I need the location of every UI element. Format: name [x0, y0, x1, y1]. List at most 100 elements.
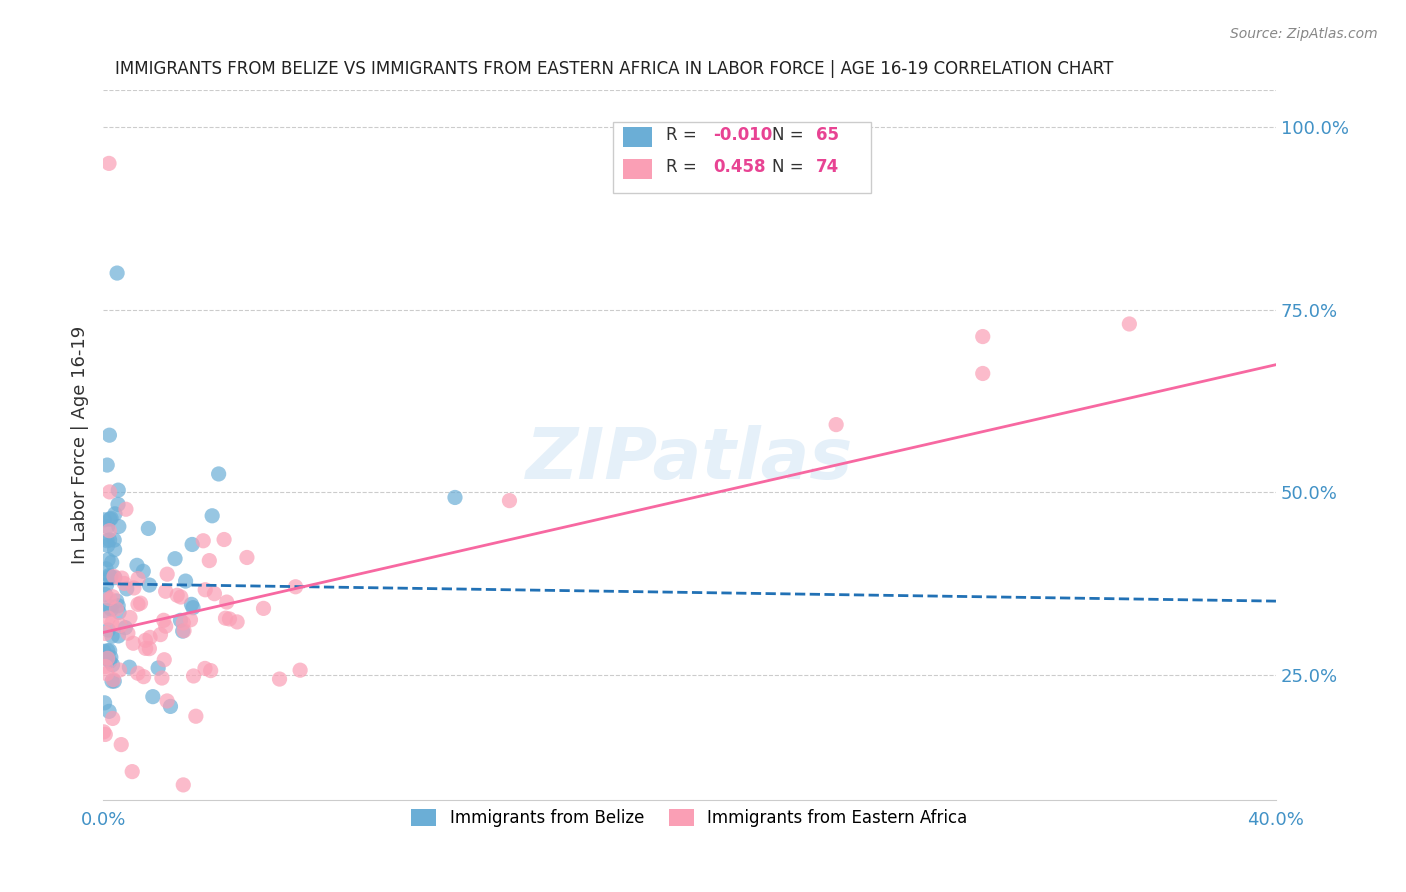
Immigrants from Belize — [98, 569, 121, 583]
Immigrants from Belize — [98, 705, 121, 719]
Immigrants from Eastern Africa — [152, 613, 174, 627]
Immigrants from Eastern Africa — [193, 533, 215, 548]
Text: R =: R = — [666, 126, 702, 144]
Immigrants from Eastern Africa — [200, 664, 222, 678]
Immigrants from Eastern Africa — [96, 666, 118, 681]
Legend: Immigrants from Belize, Immigrants from Eastern Africa: Immigrants from Belize, Immigrants from … — [405, 802, 974, 834]
Text: IMMIGRANTS FROM BELIZE VS IMMIGRANTS FROM EASTERN AFRICA IN LABOR FORCE | AGE 16: IMMIGRANTS FROM BELIZE VS IMMIGRANTS FRO… — [115, 60, 1114, 78]
Immigrants from Eastern Africa — [215, 595, 238, 609]
Immigrants from Eastern Africa — [101, 590, 124, 604]
Immigrants from Eastern Africa — [214, 611, 236, 625]
Immigrants from Eastern Africa — [108, 618, 131, 632]
Immigrants from Belize — [94, 604, 117, 618]
Immigrants from Eastern Africa — [172, 615, 194, 630]
Immigrants from Belize — [94, 587, 117, 601]
Immigrants from Belize — [97, 623, 120, 637]
Immigrants from Eastern Africa — [118, 610, 141, 624]
Immigrants from Belize — [208, 467, 231, 481]
Immigrants from Belize — [181, 600, 204, 615]
Immigrants from Eastern Africa — [226, 615, 249, 629]
Immigrants from Eastern Africa — [121, 764, 143, 779]
Immigrants from Eastern Africa — [134, 633, 156, 648]
Immigrants from Eastern Africa — [97, 611, 120, 625]
Immigrants from Eastern Africa — [170, 590, 193, 604]
Immigrants from Belize — [100, 555, 122, 569]
Immigrants from Belize — [98, 533, 121, 547]
Immigrants from Eastern Africa — [825, 417, 848, 432]
Immigrants from Belize — [98, 599, 121, 614]
Immigrants from Belize — [180, 598, 202, 612]
Immigrants from Eastern Africa — [284, 580, 307, 594]
Immigrants from Belize — [98, 568, 121, 582]
Immigrants from Eastern Africa — [212, 533, 235, 547]
Immigrants from Belize — [174, 574, 197, 588]
Immigrants from Belize — [115, 582, 138, 596]
Immigrants from Eastern Africa — [97, 651, 120, 665]
Immigrants from Belize — [114, 621, 136, 635]
Immigrants from Belize — [159, 699, 181, 714]
Immigrants from Eastern Africa — [972, 329, 994, 343]
Immigrants from Eastern Africa — [173, 624, 195, 638]
Text: R =: R = — [666, 158, 702, 176]
Immigrants from Belize — [138, 578, 160, 592]
Immigrants from Belize — [100, 602, 122, 616]
Immigrants from Eastern Africa — [155, 619, 177, 633]
Immigrants from Belize — [108, 519, 131, 533]
Immigrants from Eastern Africa — [103, 673, 125, 687]
Immigrants from Eastern Africa — [108, 663, 131, 677]
Immigrants from Eastern Africa — [105, 602, 128, 616]
Immigrants from Belize — [103, 674, 125, 689]
Immigrants from Eastern Africa — [156, 694, 179, 708]
FancyBboxPatch shape — [613, 122, 872, 193]
Immigrants from Belize — [105, 594, 128, 608]
Immigrants from Eastern Africa — [122, 636, 145, 650]
Immigrants from Eastern Africa — [111, 571, 134, 585]
Immigrants from Eastern Africa — [110, 738, 132, 752]
Immigrants from Eastern Africa — [498, 493, 520, 508]
Immigrants from Eastern Africa — [183, 669, 205, 683]
Immigrants from Eastern Africa — [98, 591, 121, 606]
Immigrants from Belize — [96, 651, 118, 665]
Immigrants from Belize — [108, 605, 131, 619]
Immigrants from Belize — [98, 654, 121, 668]
Immigrants from Belize — [105, 266, 128, 280]
Immigrants from Belize — [132, 564, 155, 578]
Immigrants from Eastern Africa — [150, 671, 173, 685]
Immigrants from Eastern Africa — [101, 616, 124, 631]
Immigrants from Eastern Africa — [138, 641, 160, 656]
Immigrants from Belize — [101, 657, 124, 672]
Text: 65: 65 — [817, 126, 839, 144]
Immigrants from Eastern Africa — [252, 601, 274, 615]
Immigrants from Eastern Africa — [179, 613, 201, 627]
Immigrants from Belize — [101, 674, 124, 689]
Immigrants from Belize — [103, 533, 125, 547]
Immigrants from Eastern Africa — [156, 567, 179, 582]
Immigrants from Eastern Africa — [101, 711, 124, 725]
Immigrants from Belize — [142, 690, 165, 704]
Immigrants from Belize — [93, 513, 115, 527]
Immigrants from Eastern Africa — [218, 612, 240, 626]
Immigrants from Eastern Africa — [98, 484, 121, 499]
Immigrants from Belize — [169, 613, 191, 627]
Immigrants from Eastern Africa — [122, 581, 145, 595]
Immigrants from Eastern Africa — [972, 367, 994, 381]
Immigrants from Eastern Africa — [194, 582, 217, 597]
Immigrants from Belize — [93, 696, 115, 710]
Immigrants from Eastern Africa — [94, 626, 117, 640]
Immigrants from Eastern Africa — [127, 666, 149, 681]
Immigrants from Belize — [97, 553, 120, 567]
Immigrants from Belize — [107, 599, 129, 613]
Immigrants from Eastern Africa — [236, 550, 259, 565]
Immigrants from Eastern Africa — [127, 597, 149, 611]
Immigrants from Belize — [172, 624, 194, 639]
Immigrants from Eastern Africa — [115, 502, 138, 516]
Immigrants from Eastern Africa — [153, 653, 176, 667]
Immigrants from Eastern Africa — [172, 778, 194, 792]
Immigrants from Eastern Africa — [93, 724, 115, 739]
Immigrants from Eastern Africa — [194, 661, 217, 675]
Immigrants from Belize — [98, 643, 121, 657]
Immigrants from Eastern Africa — [127, 572, 149, 586]
Immigrants from Eastern Africa — [149, 627, 172, 641]
Immigrants from Belize — [96, 533, 118, 548]
Immigrants from Belize — [181, 537, 204, 551]
